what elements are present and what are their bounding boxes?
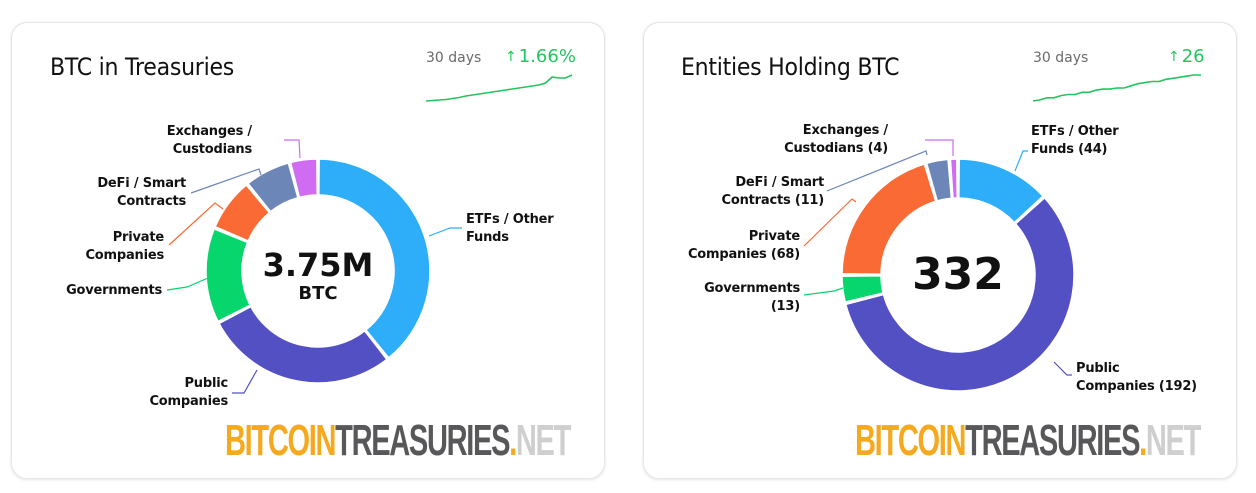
sparkline-path bbox=[426, 74, 572, 102]
leader-line bbox=[803, 287, 844, 296]
label-governments: Governments bbox=[66, 283, 162, 298]
leader-line bbox=[166, 277, 209, 291]
center-total-value: 3.75M bbox=[262, 246, 374, 284]
period-label: 30 days bbox=[426, 50, 482, 66]
segment-etfs[interactable] bbox=[958, 158, 1044, 224]
segment-exchanges[interactable] bbox=[949, 158, 958, 199]
card-title: Entities Holding BTC bbox=[681, 53, 900, 81]
change-indicator: ↑ 1.66% bbox=[505, 46, 576, 67]
change-value: 1.66% bbox=[518, 46, 576, 67]
center-unit-label: BTC bbox=[298, 283, 338, 304]
donut-chart bbox=[803, 139, 1075, 392]
segment-defi[interactable] bbox=[925, 158, 953, 202]
segment-private-companies[interactable] bbox=[841, 163, 937, 275]
label-private-companies: Private Companies (68) bbox=[687, 229, 800, 262]
label-private-companies: Private Companies bbox=[85, 230, 164, 263]
arrow-up-icon: ↑ bbox=[1168, 49, 1180, 65]
change-indicator: ↑ 26 bbox=[1168, 46, 1205, 67]
segment-private-companies[interactable] bbox=[214, 184, 271, 242]
donut-chart bbox=[166, 139, 462, 394]
bitcointreasuries-logo: BITCOINTREASURIES.NET bbox=[855, 416, 1201, 465]
period-label: 30 days bbox=[1033, 50, 1089, 66]
bitcointreasuries-logo: BITCOINTREASURIES.NET bbox=[225, 416, 571, 465]
label-public-companies: Public Companies bbox=[149, 376, 228, 409]
sparkline-chart bbox=[1033, 74, 1201, 102]
label-public-companies: Public Companies (192) bbox=[1076, 361, 1197, 394]
leader-line bbox=[925, 139, 954, 156]
leader-line bbox=[190, 168, 262, 194]
label-defi: DeFi / Smart Contracts bbox=[97, 176, 186, 209]
sparkline-path bbox=[1033, 74, 1201, 102]
label-governments: Governments (13) bbox=[704, 281, 800, 314]
leader-line bbox=[284, 139, 301, 159]
entities-holding-btc-card: Entities Holding BTC 30 days ↑ 26 332 ETF… bbox=[643, 22, 1237, 479]
leader-line bbox=[1014, 150, 1028, 172]
label-defi: DeFi / Smart Contracts (11) bbox=[721, 175, 825, 208]
segment-public-companies[interactable] bbox=[845, 197, 1075, 392]
change-value: 26 bbox=[1181, 46, 1205, 67]
leader-line bbox=[803, 198, 857, 247]
card-title: BTC in Treasuries bbox=[50, 53, 234, 81]
leader-line bbox=[826, 150, 928, 192]
label-etfs: ETFs / Other Funds (44) bbox=[1031, 124, 1119, 157]
label-exchanges: Exchanges / Custodians (4) bbox=[784, 123, 888, 156]
label-etfs: ETFs / Other Funds bbox=[466, 212, 554, 245]
leader-line bbox=[168, 202, 224, 246]
label-exchanges: Exchanges / Custodians bbox=[166, 124, 252, 157]
segment-exchanges[interactable] bbox=[289, 158, 318, 199]
segment-governments[interactable] bbox=[841, 275, 884, 303]
leader-line bbox=[232, 369, 258, 394]
segment-governments[interactable] bbox=[205, 228, 251, 323]
sparkline-chart bbox=[426, 74, 572, 102]
leader-line bbox=[428, 227, 462, 237]
btc-in-treasuries-card: BTC in Treasuries 30 days ↑ 1.66% 3.75M B… bbox=[11, 22, 605, 479]
center-total-value: 332 bbox=[912, 249, 1004, 300]
arrow-up-icon: ↑ bbox=[505, 49, 517, 65]
leader-line bbox=[1053, 361, 1072, 376]
segment-etfs[interactable] bbox=[318, 158, 431, 359]
segment-public-companies[interactable] bbox=[218, 305, 388, 384]
